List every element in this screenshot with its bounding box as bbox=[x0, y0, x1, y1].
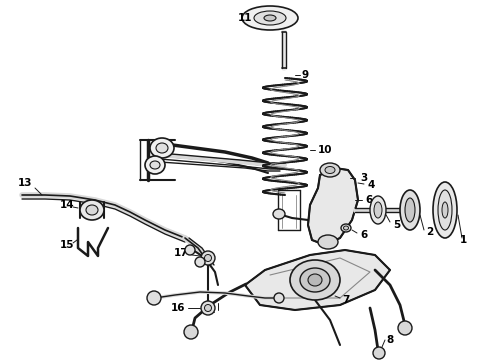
Ellipse shape bbox=[204, 255, 212, 261]
Text: 14: 14 bbox=[60, 200, 74, 210]
Ellipse shape bbox=[290, 260, 340, 300]
Ellipse shape bbox=[274, 293, 284, 303]
Ellipse shape bbox=[400, 190, 420, 230]
Text: 17: 17 bbox=[173, 248, 188, 258]
Text: 13: 13 bbox=[18, 178, 32, 188]
Ellipse shape bbox=[442, 202, 448, 218]
Text: 9: 9 bbox=[302, 70, 309, 80]
Text: 10: 10 bbox=[318, 145, 333, 155]
Text: 7: 7 bbox=[342, 295, 349, 305]
Ellipse shape bbox=[405, 198, 415, 222]
Text: 6: 6 bbox=[365, 195, 372, 205]
Ellipse shape bbox=[433, 182, 457, 238]
Ellipse shape bbox=[80, 200, 104, 220]
Ellipse shape bbox=[242, 6, 298, 30]
Ellipse shape bbox=[145, 156, 165, 174]
Text: 5: 5 bbox=[393, 220, 400, 230]
Ellipse shape bbox=[373, 347, 385, 359]
Text: 4: 4 bbox=[368, 180, 375, 190]
Ellipse shape bbox=[308, 274, 322, 286]
Ellipse shape bbox=[195, 257, 205, 267]
Ellipse shape bbox=[325, 166, 335, 174]
Ellipse shape bbox=[254, 11, 286, 25]
Ellipse shape bbox=[343, 226, 348, 230]
Text: 6: 6 bbox=[360, 230, 367, 240]
Ellipse shape bbox=[264, 15, 276, 21]
Ellipse shape bbox=[150, 161, 160, 169]
Ellipse shape bbox=[185, 245, 195, 255]
Ellipse shape bbox=[318, 235, 338, 249]
Text: 16: 16 bbox=[171, 303, 185, 313]
Text: 12: 12 bbox=[202, 305, 217, 315]
Ellipse shape bbox=[320, 163, 340, 177]
Ellipse shape bbox=[86, 205, 98, 215]
Text: 1: 1 bbox=[460, 235, 467, 245]
Ellipse shape bbox=[147, 291, 161, 305]
Ellipse shape bbox=[156, 143, 168, 153]
Ellipse shape bbox=[204, 305, 212, 311]
Ellipse shape bbox=[201, 301, 215, 315]
Ellipse shape bbox=[150, 138, 174, 158]
Ellipse shape bbox=[341, 224, 351, 232]
Ellipse shape bbox=[273, 209, 285, 219]
Ellipse shape bbox=[184, 325, 198, 339]
Ellipse shape bbox=[370, 196, 386, 224]
Text: 3: 3 bbox=[360, 173, 367, 183]
Text: 15: 15 bbox=[60, 240, 74, 250]
Text: 11: 11 bbox=[238, 13, 252, 23]
Ellipse shape bbox=[438, 190, 452, 230]
Ellipse shape bbox=[374, 202, 382, 218]
Ellipse shape bbox=[201, 251, 215, 265]
Ellipse shape bbox=[398, 321, 412, 335]
Text: 2: 2 bbox=[426, 227, 433, 237]
Polygon shape bbox=[308, 168, 358, 245]
Ellipse shape bbox=[300, 268, 330, 292]
Polygon shape bbox=[245, 250, 390, 310]
Text: 8: 8 bbox=[386, 335, 393, 345]
